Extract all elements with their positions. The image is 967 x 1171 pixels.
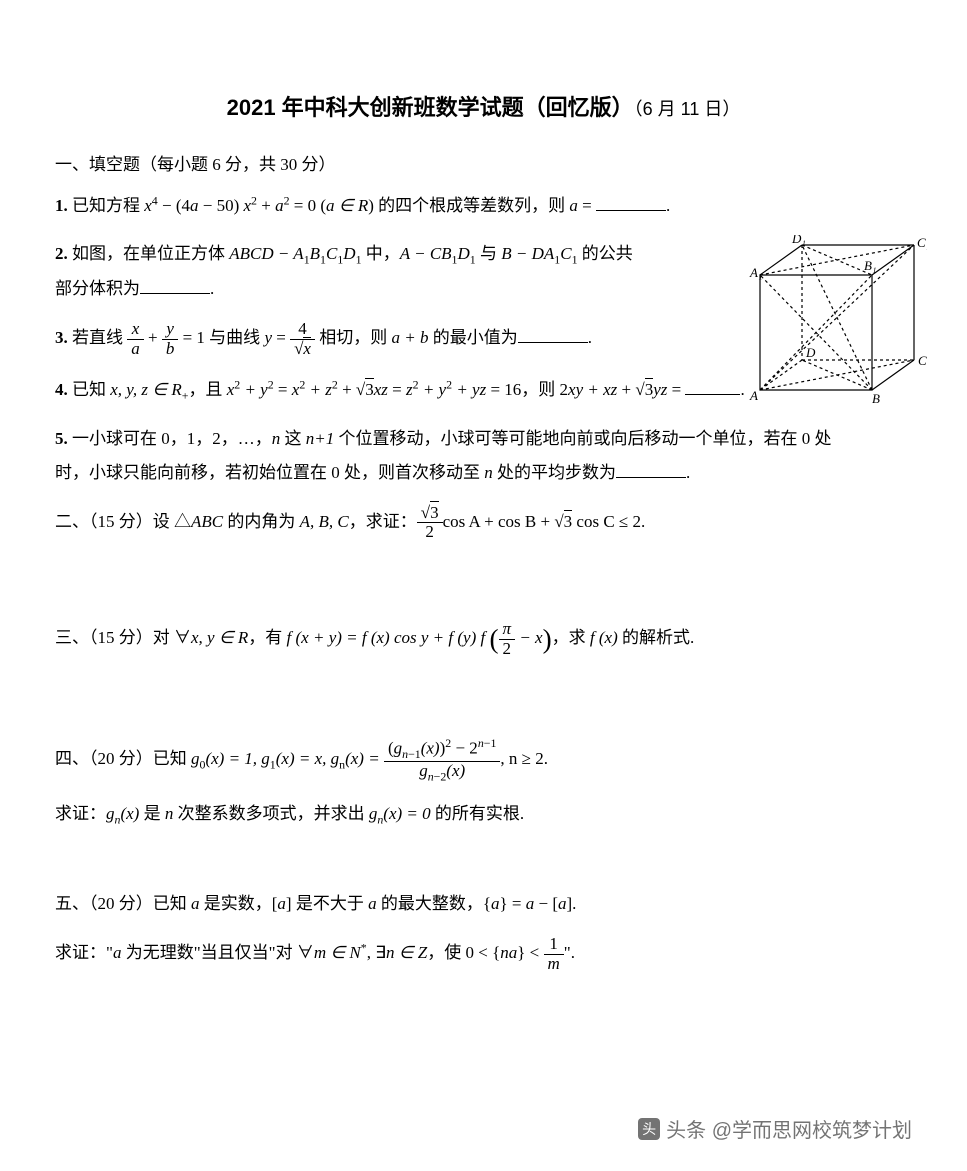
- p4-eq: x2 + y2 = x2 + z2 + √3xz = z2 + y2 + yz …: [227, 380, 522, 399]
- label-A1: A₁: [749, 265, 762, 280]
- label-B1: B₁: [864, 258, 876, 273]
- p1-text-post: ) 的四个根成等差数列，则: [368, 196, 569, 215]
- label-C: C: [918, 353, 927, 368]
- p8-frac: (gn−1(x))2 − 2n−1gn−2(x): [384, 737, 500, 784]
- p8-def: g0(x) = 1, g1(x) = x, gn(x) =: [191, 749, 384, 768]
- p2-t2: B − DA1C1: [501, 244, 577, 263]
- title-date: （6 月 11 日）: [634, 99, 741, 119]
- exam-page: 2021 年中科大创新班数学试题（回忆版）（6 月 11 日） 一、填空题（每小…: [0, 0, 967, 1018]
- p6-header: 二、（15 分）设 △: [55, 512, 191, 531]
- p3-frac-4sqrtx: 4√x: [290, 320, 315, 358]
- p3-blank: [518, 342, 588, 343]
- p3-text-pre: 若直线: [72, 328, 127, 347]
- p2-number: 2.: [55, 244, 68, 263]
- label-C1: C₁: [917, 235, 927, 250]
- p7-frac: π2: [499, 620, 516, 658]
- p4-number: 4.: [55, 380, 68, 399]
- p9-header: 五、（20 分）已知: [55, 894, 191, 913]
- p7-header: 三、（15 分）对 ∀: [55, 628, 191, 647]
- p1-blank: [596, 210, 666, 211]
- title-main: 2021 年中科大创新班数学试题（回忆版）: [227, 95, 634, 120]
- problem-9-line2: 求证："a 为无理数"当且仅当"对 ∀m ∈ N*, ∃n ∈ Z，使 0 < …: [55, 935, 912, 973]
- label-D1: D₁: [791, 235, 806, 246]
- page-title: 2021 年中科大创新班数学试题（回忆版）（6 月 11 日）: [55, 90, 912, 122]
- label-A: A: [749, 388, 758, 403]
- p3-frac-xa: xa: [127, 320, 144, 358]
- problem-8-line2: 求证：gn(x) 是 n 次整系数多项式，并求出 gn(x) = 0 的所有实根…: [55, 797, 912, 832]
- p8-header: 四、（20 分）已知: [55, 749, 191, 768]
- p5-blank: [616, 477, 686, 478]
- label-D: D: [805, 345, 816, 360]
- p3-frac-yb: yb: [162, 320, 179, 358]
- p4-blank: [685, 394, 740, 395]
- label-B: B: [872, 391, 880, 406]
- p3-number: 3.: [55, 328, 68, 347]
- problem-1: 1. 已知方程 x4 − (4a − 50) x2 + a2 = 0 (a ∈ …: [55, 189, 912, 223]
- p1-var: a: [569, 196, 578, 215]
- section-1-header: 一、填空题（每小题 6 分，共 30 分）: [55, 150, 912, 175]
- problem-6: 二、（15 分）设 △ABC 的内角为 A, B, C，求证：√32cos A …: [55, 504, 912, 542]
- problem-5: 5. 一小球可在 0，1，2，…，n 这 n+1 个位置移动，小球可等可能地向前…: [55, 422, 912, 490]
- problem-8: 四、（20 分）已知 g0(x) = 1, g1(x) = x, gn(x) =…: [55, 737, 912, 784]
- problem-7: 三、（15 分）对 ∀x, y ∈ R，有 f (x + y) = f (x) …: [55, 612, 912, 666]
- watermark-text: 头条 @学而思网校筑梦计划: [666, 1114, 912, 1143]
- problem-9: 五、（20 分）已知 a 是实数，[a] 是不大于 a 的最大整数，{a} = …: [55, 887, 912, 921]
- watermark-icon: 头: [638, 1118, 660, 1140]
- p2-cube: ABCD − A1B1C1D1: [229, 244, 361, 263]
- p5-number: 5.: [55, 429, 68, 448]
- p2-t1: A − CB1D1: [400, 244, 476, 263]
- cube-diagram-icon: A₁ B₁ C₁ D₁ A B C D: [742, 235, 927, 410]
- p1-text-pre: 已知方程: [72, 196, 144, 215]
- p1-number: 1.: [55, 196, 68, 215]
- p2-text-pre: 如图，在单位正方体: [72, 244, 229, 263]
- p2-line2: 部分体积为: [55, 279, 140, 298]
- p2-blank: [140, 293, 210, 294]
- p1-math: x4 − (4a − 50) x2 + a2 = 0 (a ∈ R: [144, 196, 368, 215]
- p6-frac: √32: [417, 504, 443, 542]
- watermark: 头 头条 @学而思网校筑梦计划: [638, 1114, 912, 1143]
- p9-frac: 1m: [544, 935, 564, 973]
